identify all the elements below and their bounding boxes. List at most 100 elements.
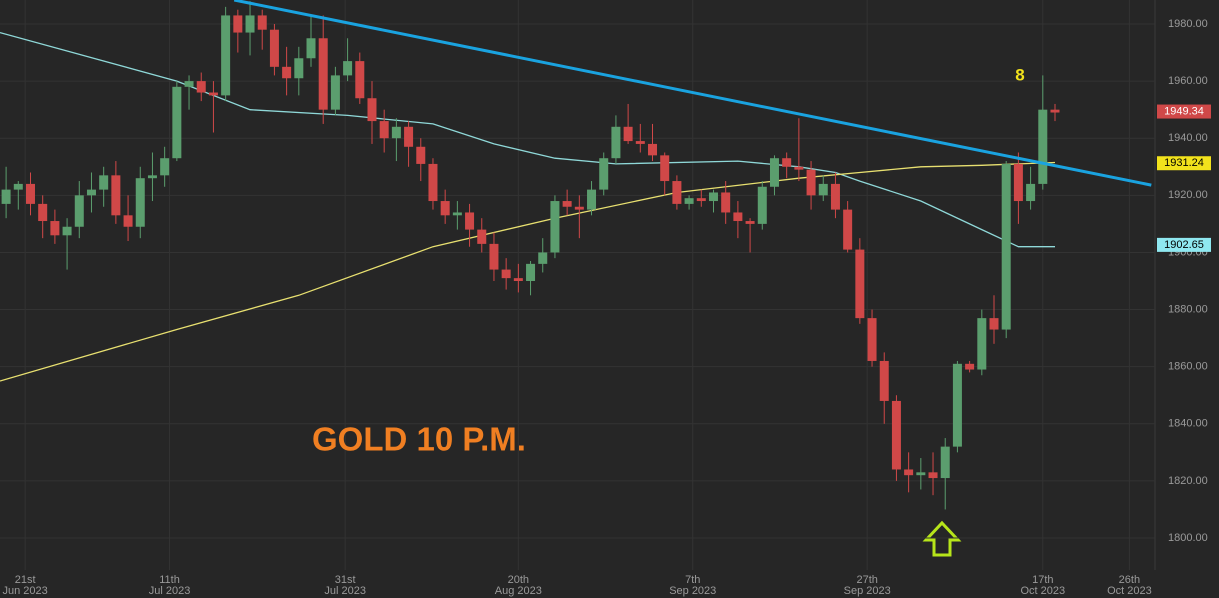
candle-body (965, 363, 975, 370)
trendline (233, 0, 1152, 187)
candle-body (404, 126, 414, 147)
candle-body (343, 61, 353, 76)
x-tick-label: Jul 2023 (324, 585, 366, 597)
candle-body (550, 201, 560, 253)
candle-body (355, 61, 365, 99)
x-tick-label: 7th (685, 574, 700, 586)
candle-body (599, 158, 609, 190)
candle-body (318, 38, 328, 110)
candle-body (904, 469, 914, 476)
price-tag-label: 1902.65 (1164, 239, 1204, 251)
candle-body (684, 198, 694, 204)
candle-body (62, 226, 72, 236)
y-tick-label: 1820.00 (1168, 475, 1208, 487)
candle-body (989, 318, 999, 330)
y-tick-label: 1880.00 (1168, 303, 1208, 315)
annotation: 8 (1015, 65, 1024, 84)
candle-body (135, 178, 145, 227)
candle-body (526, 263, 536, 282)
candle-body (86, 189, 96, 196)
candle-body (830, 183, 840, 210)
x-tick-label: 31st (335, 574, 356, 586)
x-tick-label: Aug 2023 (495, 585, 542, 597)
candle-body (794, 166, 804, 170)
candle-body (13, 183, 23, 190)
candle-body (282, 66, 292, 79)
candle-body (623, 126, 633, 142)
candle-body (330, 75, 340, 110)
candle-body (757, 186, 767, 224)
candle-body (818, 183, 828, 196)
x-tick-label: 26th (1119, 574, 1140, 586)
x-tick-label: Oct 2023 (1020, 585, 1065, 597)
candle-body (50, 221, 60, 236)
candle-body (891, 400, 901, 470)
candle-body (416, 146, 426, 164)
candle-body (721, 192, 731, 213)
x-tick-label: Sep 2023 (669, 585, 716, 597)
candle-body (123, 215, 133, 227)
x-tick-label: Oct 2023 (1107, 585, 1152, 597)
candle-body (769, 158, 779, 187)
y-tick-label: 1840.00 (1168, 418, 1208, 430)
y-tick-label: 1800.00 (1168, 532, 1208, 544)
candle-body (574, 206, 584, 210)
x-tick-label: 17th (1032, 574, 1053, 586)
candle-body (696, 198, 706, 202)
candle-body (465, 212, 475, 230)
x-tick-label: 21st (15, 574, 36, 586)
moving-average (0, 31, 1055, 248)
y-tick-label: 1860.00 (1168, 361, 1208, 373)
price-tag (1157, 156, 1211, 171)
candle-body (660, 155, 670, 182)
candle-body (708, 192, 718, 202)
x-tick-label: 20th (508, 574, 529, 586)
candle-body (111, 175, 121, 216)
candle-body (477, 229, 487, 244)
candle-body (452, 212, 462, 216)
candle-body (952, 363, 962, 447)
candle-body (269, 29, 279, 67)
candle-body (501, 269, 511, 279)
candle-body (1026, 183, 1036, 202)
price-tag (1157, 237, 1211, 252)
candle-body (745, 221, 755, 224)
candle-body (367, 98, 377, 122)
x-tick-label: Jun 2023 (2, 585, 47, 597)
candle-body (1050, 109, 1060, 113)
candle-body (172, 86, 182, 159)
candle-body (147, 175, 157, 179)
candle-body (1, 189, 11, 204)
candle-body (1013, 163, 1023, 202)
candle-body (928, 472, 938, 479)
candle-body (806, 169, 816, 196)
x-tick-label: Jul 2023 (149, 585, 191, 597)
candle-body (1038, 109, 1048, 184)
up-arrow (922, 520, 962, 557)
candle-body (25, 183, 35, 204)
candle-body (843, 209, 853, 250)
x-tick-label: 11th (159, 574, 180, 586)
candle-body (562, 201, 572, 207)
candle-body (440, 201, 450, 216)
candle-body (879, 360, 889, 401)
candle-body (99, 175, 109, 190)
annotation: GOLD 10 P.M. (312, 421, 526, 458)
candle-body (635, 141, 645, 144)
candle-body (940, 446, 950, 479)
candle-body (648, 143, 658, 156)
candle-body (733, 212, 743, 222)
candle-body (611, 126, 621, 159)
price-tag-label: 1949.34 (1164, 105, 1204, 117)
x-tick-label: Sep 2023 (844, 585, 891, 597)
candle-body (587, 189, 597, 210)
candle-body (221, 15, 231, 96)
candle-body (379, 121, 389, 139)
candle-body (672, 181, 682, 204)
candle-body (538, 252, 548, 264)
candle-body (306, 38, 316, 59)
candle-body (294, 58, 304, 79)
candle-body (867, 318, 877, 361)
